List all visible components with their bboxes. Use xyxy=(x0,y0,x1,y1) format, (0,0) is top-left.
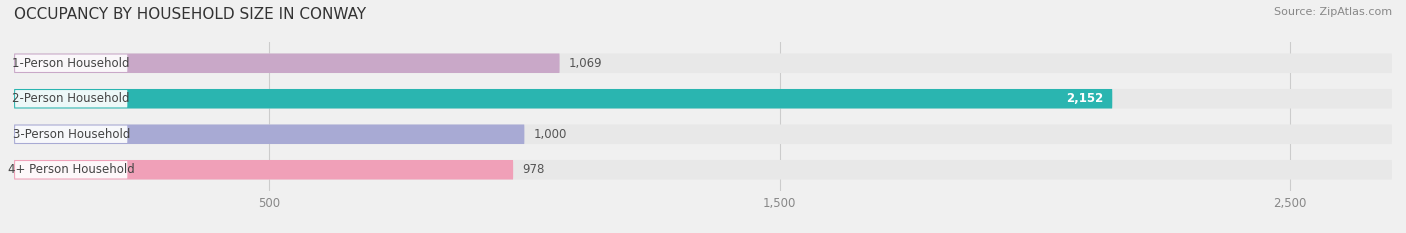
FancyBboxPatch shape xyxy=(15,55,128,72)
FancyBboxPatch shape xyxy=(15,161,128,178)
FancyBboxPatch shape xyxy=(15,90,128,107)
Text: OCCUPANCY BY HOUSEHOLD SIZE IN CONWAY: OCCUPANCY BY HOUSEHOLD SIZE IN CONWAY xyxy=(14,7,366,22)
FancyBboxPatch shape xyxy=(14,160,1392,179)
Text: 4+ Person Household: 4+ Person Household xyxy=(8,163,135,176)
Text: 1,000: 1,000 xyxy=(533,128,567,141)
Text: Source: ZipAtlas.com: Source: ZipAtlas.com xyxy=(1274,7,1392,17)
FancyBboxPatch shape xyxy=(14,124,524,144)
Text: 978: 978 xyxy=(523,163,544,176)
Text: 2,152: 2,152 xyxy=(1066,92,1104,105)
Text: 3-Person Household: 3-Person Household xyxy=(13,128,129,141)
Text: 1,069: 1,069 xyxy=(569,57,602,70)
FancyBboxPatch shape xyxy=(14,54,1392,73)
FancyBboxPatch shape xyxy=(14,54,560,73)
Text: 2-Person Household: 2-Person Household xyxy=(13,92,129,105)
FancyBboxPatch shape xyxy=(14,89,1112,109)
FancyBboxPatch shape xyxy=(14,89,1392,109)
FancyBboxPatch shape xyxy=(14,124,1392,144)
FancyBboxPatch shape xyxy=(14,160,513,179)
Text: 1-Person Household: 1-Person Household xyxy=(13,57,129,70)
FancyBboxPatch shape xyxy=(15,126,128,143)
